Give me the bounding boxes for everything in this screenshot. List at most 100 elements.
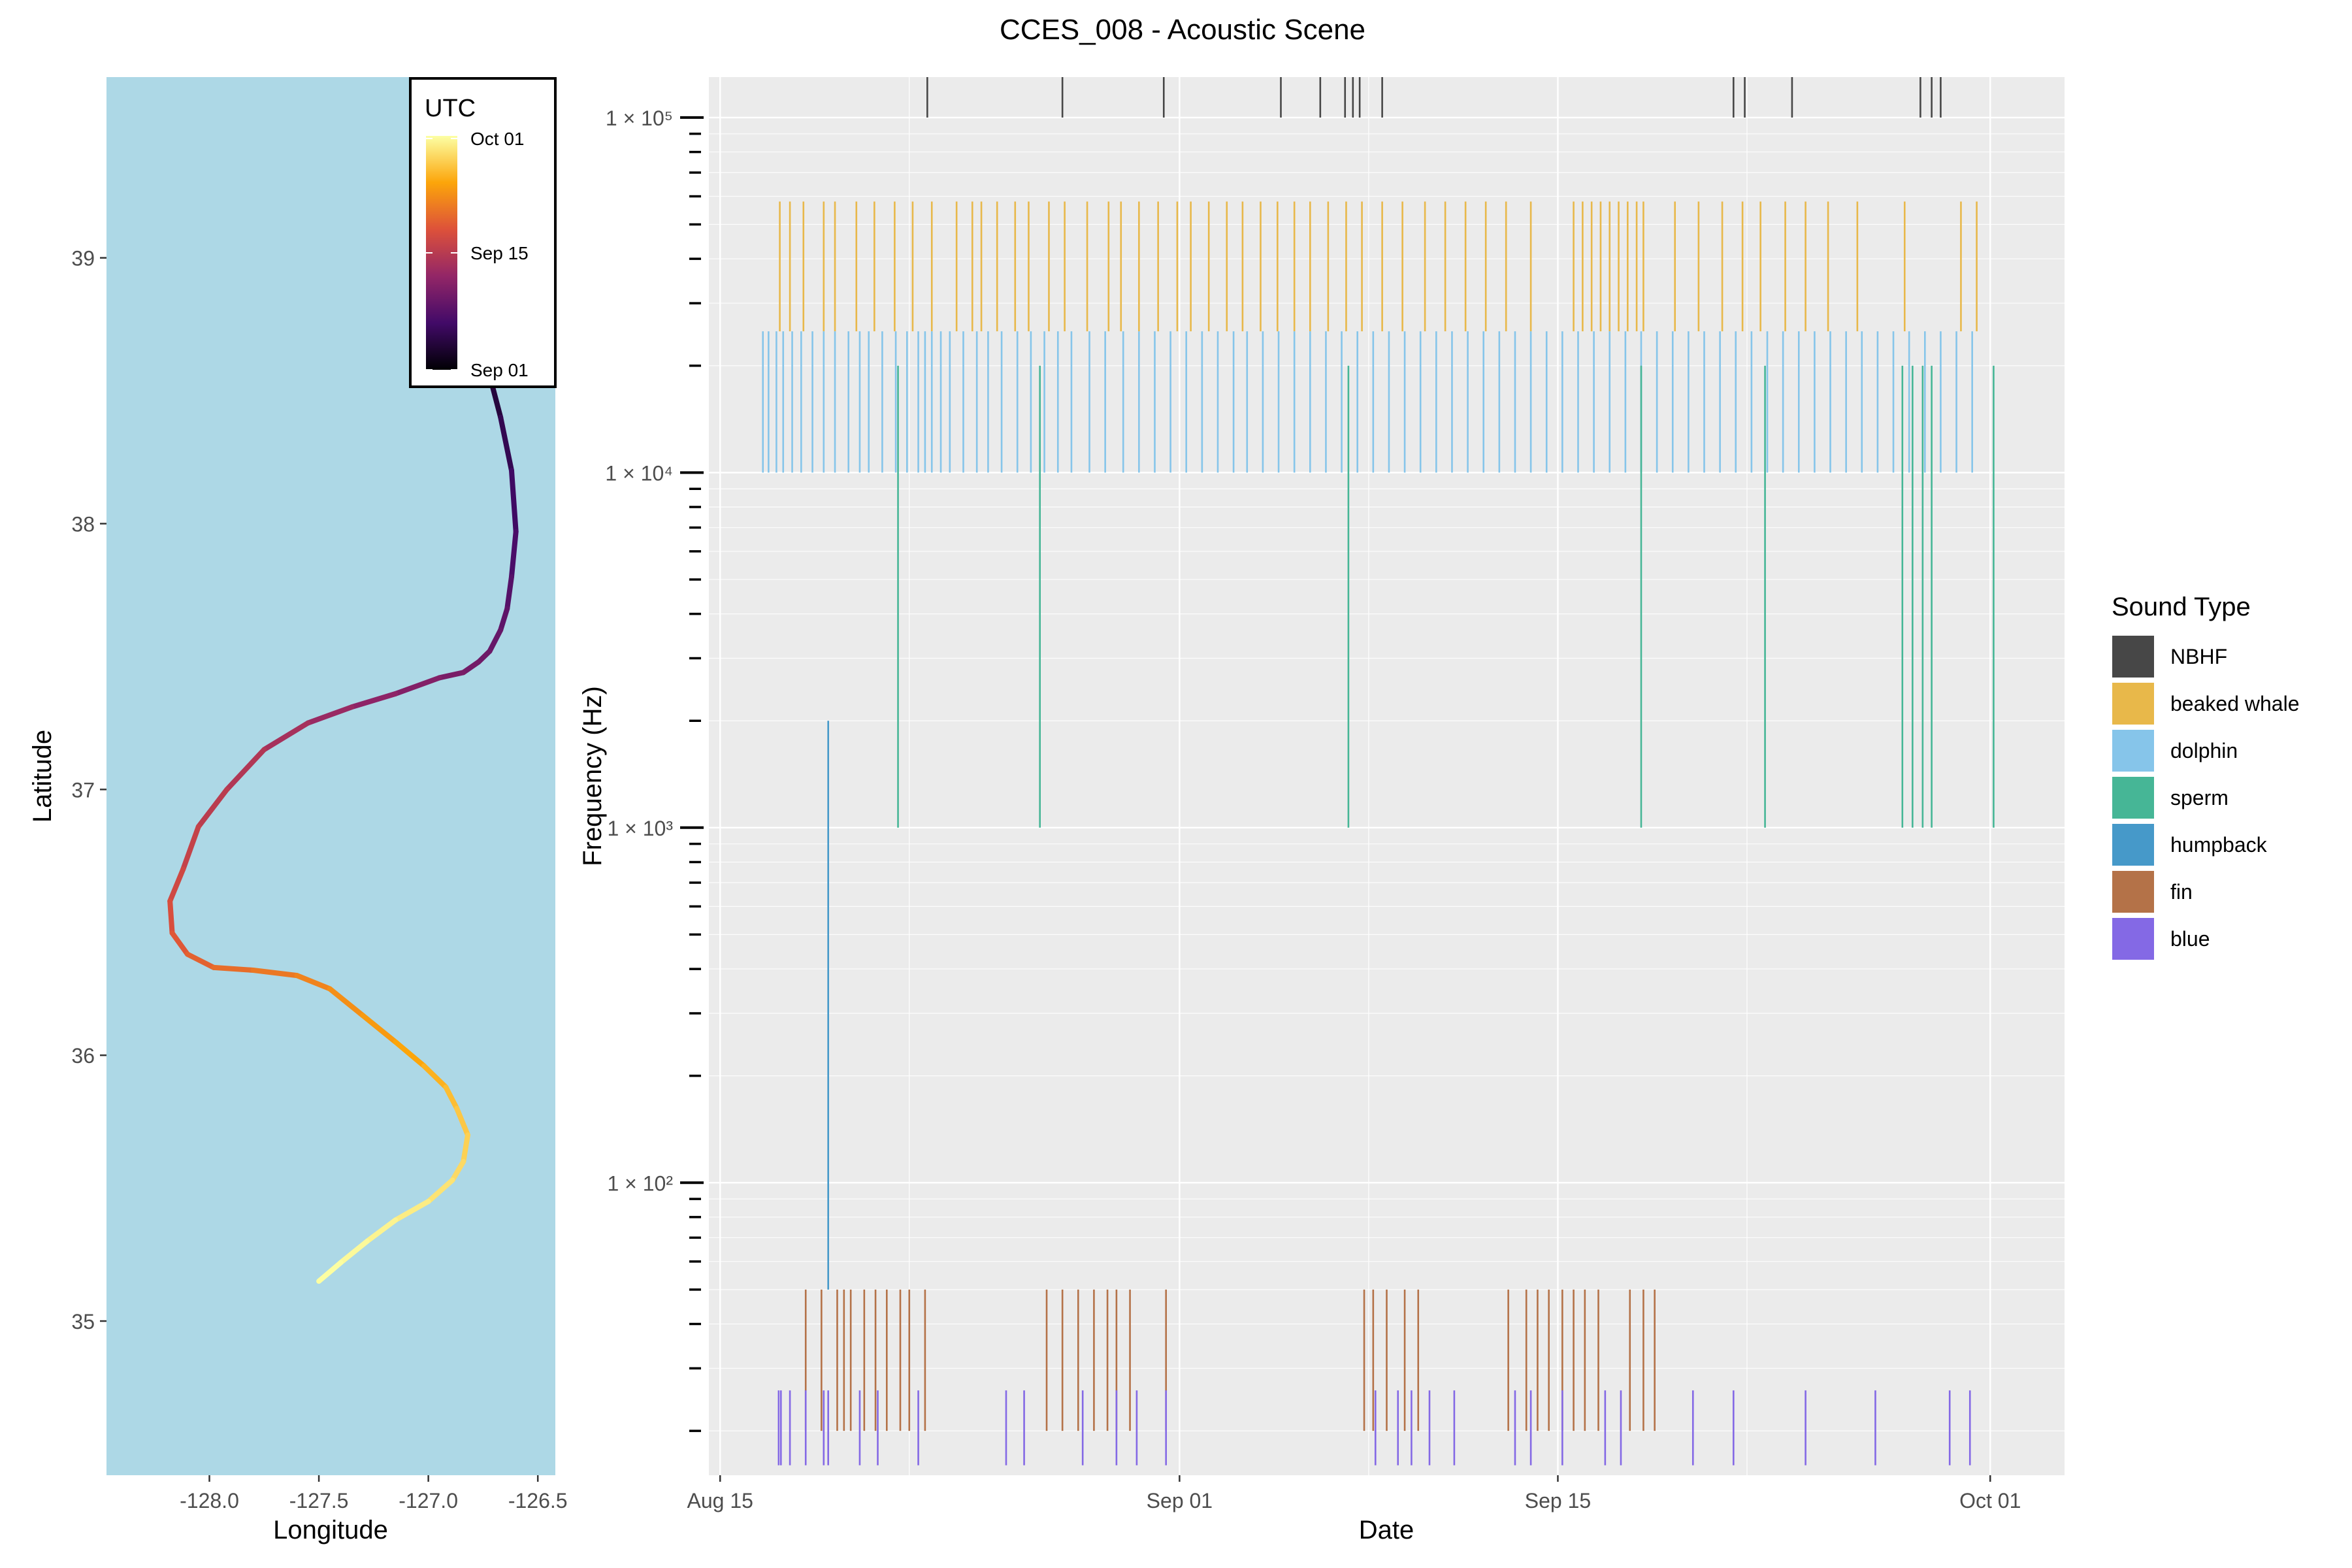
sound-type-legend: Sound Type NBHF beaked whale dolphin sperm h… (2111, 593, 2299, 961)
detection-beaked-whale (1401, 201, 1403, 332)
detection-dolphin (906, 331, 908, 473)
detection-dolphin (768, 331, 770, 473)
detection-fin (1525, 1289, 1527, 1431)
detection-fin (1507, 1289, 1509, 1431)
scene-y-tick-label: 1 × 10⁵ (606, 106, 673, 130)
detection-dolphin (1467, 331, 1469, 473)
track-segment (436, 670, 466, 681)
detection-dolphin (1861, 331, 1863, 473)
track-segment (316, 1260, 344, 1284)
detection-nbhf (1344, 77, 1347, 118)
detection-blue (1968, 1390, 1971, 1465)
detection-nbhf (1319, 77, 1322, 118)
detection-beaked-whale (1697, 201, 1700, 332)
detection-fin (1106, 1289, 1109, 1431)
legend-swatch (2111, 681, 2155, 726)
track-segment (211, 964, 256, 973)
detection-dolphin (949, 331, 951, 473)
scene-x-axis: Aug 15 Sep 01 Sep 15 Oct 01 (687, 1475, 2021, 1512)
track-segment (498, 606, 510, 633)
detection-fin (804, 1289, 807, 1431)
detection-blue (1874, 1390, 1876, 1465)
detection-dolphin (1782, 331, 1784, 473)
legend-label: humpback (2170, 833, 2268, 857)
detection-beaked-whale (874, 201, 875, 332)
detection-beaked-whale (955, 201, 958, 332)
detection-beaked-whale (1573, 201, 1575, 332)
scene-x-tick-label: Sep 15 (1525, 1489, 1591, 1512)
detection-beaked-whale (971, 201, 973, 332)
detection-dolphin (1356, 331, 1358, 473)
series-humpback (827, 721, 829, 1290)
detection-dolphin (1325, 331, 1327, 473)
acoustic-scene-panel: 1 × 10² 1 × 10³ 1 × 10⁴ 1 × 10⁵ Aug 15 Sep 0… (578, 77, 2065, 1544)
detection-blue (1805, 1390, 1806, 1465)
detection-nbhf (1162, 77, 1165, 118)
legend-item-sperm: sperm (2111, 776, 2229, 820)
series-dolphin (762, 331, 1973, 473)
detection-dolphin (1372, 331, 1375, 473)
detection-beaked-whale (1582, 201, 1584, 332)
detection-dolphin (1277, 331, 1280, 473)
detection-sperm (1764, 365, 1766, 828)
detection-dolphin (1577, 331, 1579, 473)
detection-dolphin (1104, 331, 1106, 473)
detection-blue (777, 1390, 780, 1465)
legend-swatch (2111, 870, 2155, 914)
series-blue (777, 1390, 1971, 1465)
detection-dolphin (1498, 331, 1501, 473)
detection-fin (874, 1289, 877, 1431)
detection-dolphin (1451, 331, 1453, 473)
detection-blue (1514, 1390, 1516, 1465)
detection-beaked-whale (1784, 201, 1786, 332)
detection-dolphin (1293, 331, 1296, 473)
detection-beaked-whale (834, 201, 836, 332)
track-segment (294, 973, 333, 992)
detection-dolphin (1154, 331, 1156, 473)
detection-dolphin (962, 331, 964, 473)
detection-fin (899, 1289, 902, 1431)
detection-dolphin (1482, 331, 1485, 473)
legend-item-nbhf: NBHF (2111, 634, 2227, 679)
detection-dolphin (1217, 331, 1219, 473)
track-segment (443, 1085, 460, 1111)
detection-dolphin (800, 331, 802, 473)
track-segment (305, 704, 355, 726)
detection-beaked-whale (1635, 201, 1638, 332)
detection-dolphin (1070, 331, 1073, 473)
detection-nbhf (1940, 77, 1942, 118)
map-y-tick-label: 37 (71, 778, 95, 802)
detection-beaked-whale (1176, 201, 1179, 332)
detection-dolphin (868, 331, 870, 473)
detection-nbhf (926, 77, 928, 118)
detection-fin (886, 1289, 888, 1431)
detection-beaked-whale (1856, 201, 1859, 332)
detection-blue (823, 1390, 825, 1465)
detection-nbhf (1061, 77, 1064, 118)
detection-dolphin (1529, 331, 1532, 473)
detection-dolphin (1750, 331, 1753, 473)
utc-legend-label: Sep 15 (470, 243, 529, 263)
detection-nbhf (1791, 77, 1793, 118)
detection-nbhf (1352, 77, 1354, 118)
scene-x-tick-label: Oct 01 (1959, 1489, 2021, 1512)
detection-dolphin (1845, 331, 1847, 473)
sound-type-legend-title: Sound Type (2112, 593, 2251, 621)
track-map-panel: 35 36 37 38 39 -128.0 -127.5 -127.0 -126.5 Long… (28, 77, 568, 1544)
legend-swatch (2111, 823, 2155, 867)
legend-label: sperm (2170, 786, 2229, 809)
detection-nbhf (1744, 77, 1746, 118)
legend-swatch (2111, 728, 2155, 773)
detection-blue (1023, 1390, 1025, 1465)
detection-dolphin (1971, 331, 1973, 473)
detection-beaked-whale (1260, 201, 1262, 332)
detection-fin (1061, 1289, 1064, 1431)
detection-dolphin (975, 331, 978, 473)
detection-dolphin (1246, 331, 1249, 473)
detection-dolphin (782, 331, 785, 473)
detection-nbhf (1931, 77, 1933, 118)
detection-beaked-whale (1241, 201, 1244, 332)
legend-label: fin (2170, 880, 2193, 904)
track-segment (250, 967, 300, 979)
detection-fin (1584, 1289, 1586, 1431)
